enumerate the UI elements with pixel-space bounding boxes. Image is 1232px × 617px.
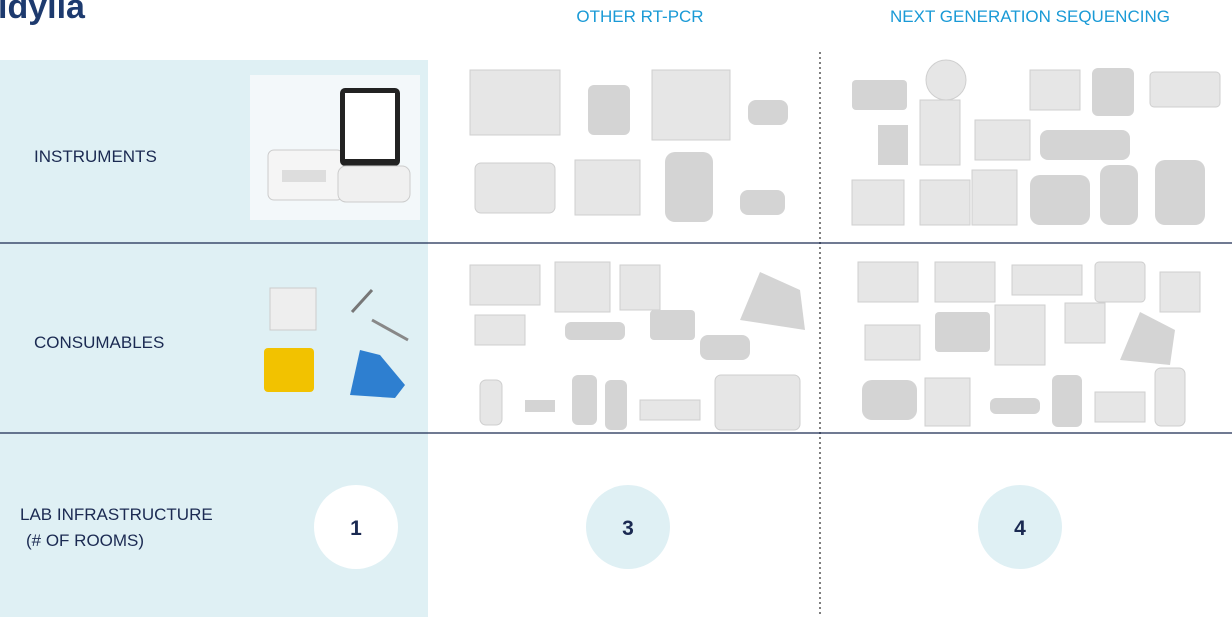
- ngs-instruments-image: [851, 59, 1221, 226]
- ngs-consumables-image: [857, 261, 1201, 427]
- rt-pcr-consumables-image: [469, 261, 805, 431]
- room-count: 1: [350, 517, 362, 540]
- instrument-image: [250, 75, 420, 220]
- column-header: OTHER RT-PCR: [576, 7, 703, 26]
- room-circle: [314, 485, 398, 569]
- consumables-image: [264, 287, 409, 398]
- row-label: INSTRUMENTS: [34, 147, 157, 166]
- row-label: CONSUMABLES: [34, 333, 164, 352]
- room-count: 4: [1014, 517, 1026, 540]
- room-circle: [586, 485, 670, 569]
- column-header: NEXT GENERATION SEQUENCING: [890, 7, 1170, 26]
- row-label: (# OF ROOMS): [26, 531, 144, 550]
- row-label: LAB INFRASTRUCTURE: [20, 505, 213, 524]
- logo: idylla: [0, 0, 86, 26]
- room-circle: [978, 485, 1062, 569]
- room-count: 3: [622, 517, 634, 540]
- rt-pcr-instruments-image: [469, 69, 788, 222]
